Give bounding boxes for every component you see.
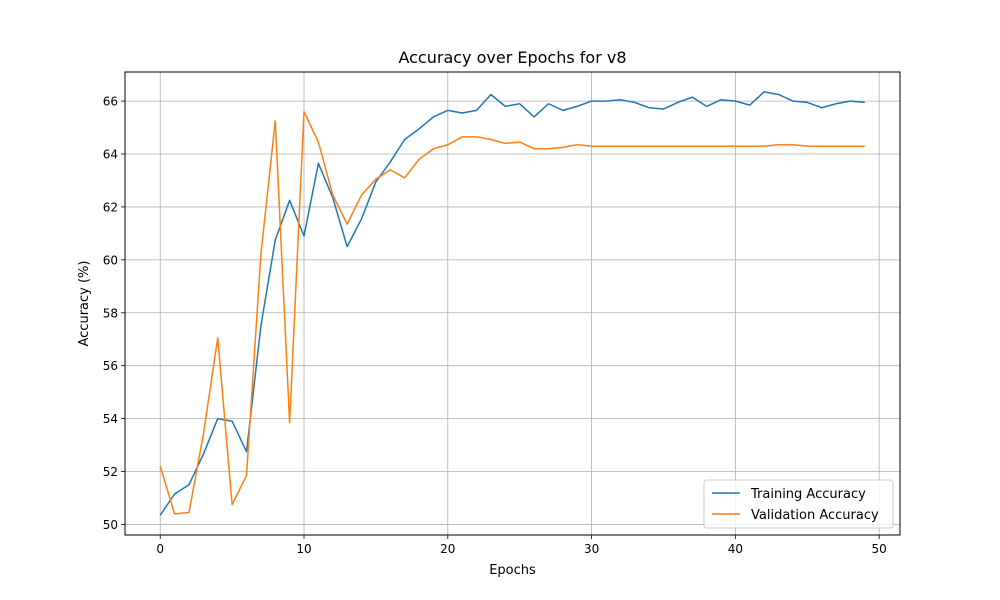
axis-ticks: 0 10 20 30 40 50 50 52 54 56 58 60 62 64 66 [103,95,887,556]
chart-title: Accuracy over Epochs for v8 [398,48,626,67]
x-tick-label: 30 [584,542,599,556]
y-tick-label: 56 [103,359,118,373]
x-axis-label: Epochs [489,563,536,578]
y-tick-label: 66 [103,95,118,109]
series-lines [159,91,865,516]
y-tick-label: 60 [103,253,118,267]
y-axis-label: Accuracy (%) [77,261,92,347]
y-tick-label: 58 [103,306,118,320]
plot-area-frame [124,71,901,536]
x-tick-label: 20 [440,542,455,556]
legend-box [703,479,894,529]
y-tick-label: 64 [103,148,118,162]
grid [125,72,900,535]
series-line-validation [159,110,865,515]
x-tick-label: 50 [872,542,887,556]
y-tick-label: 52 [103,465,118,479]
y-tick-label: 50 [103,518,118,532]
y-tick-label: 54 [103,412,118,426]
y-tick-label: 62 [103,200,118,214]
legend: Training Accuracy Validation Accuracy [703,479,894,529]
x-tick-label: 10 [296,542,311,556]
x-tick-label: 40 [728,542,743,556]
series-line-training [159,91,865,516]
legend-label-validation: Validation Accuracy [751,508,879,523]
legend-label-training: Training Accuracy [750,487,866,502]
x-tick-label: 0 [156,542,164,556]
